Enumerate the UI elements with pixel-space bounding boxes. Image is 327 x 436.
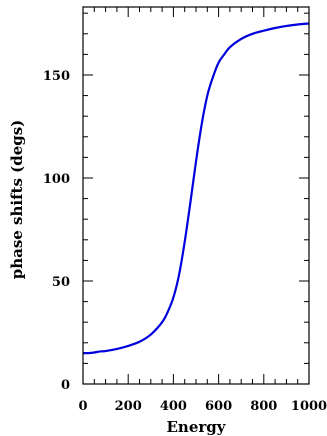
x-tick-labels: 0 200 400 600 800 1000 bbox=[78, 399, 327, 414]
axis-ticks bbox=[82, 7, 310, 385]
x-tick-label: 600 bbox=[205, 399, 232, 414]
y-tick-label: 100 bbox=[43, 172, 70, 187]
y-tick-labels: 0 50 100 150 bbox=[43, 69, 70, 393]
y-tick-label: 150 bbox=[43, 69, 70, 84]
x-tick-label: 0 bbox=[78, 399, 87, 414]
phase-shift-series-line bbox=[82, 22, 310, 355]
y-tick-label: 0 bbox=[61, 378, 70, 393]
x-tick-label: 200 bbox=[115, 399, 142, 414]
x-tick-label: 800 bbox=[250, 399, 277, 414]
y-tick-label: 50 bbox=[52, 275, 70, 290]
x-axis-title: Energy bbox=[167, 418, 227, 436]
x-tick-label: 1000 bbox=[291, 399, 327, 414]
plot-frame bbox=[82, 6, 310, 385]
y-axis-title: phase shifts (degs) bbox=[8, 120, 26, 280]
x-tick-label: 400 bbox=[160, 399, 187, 414]
